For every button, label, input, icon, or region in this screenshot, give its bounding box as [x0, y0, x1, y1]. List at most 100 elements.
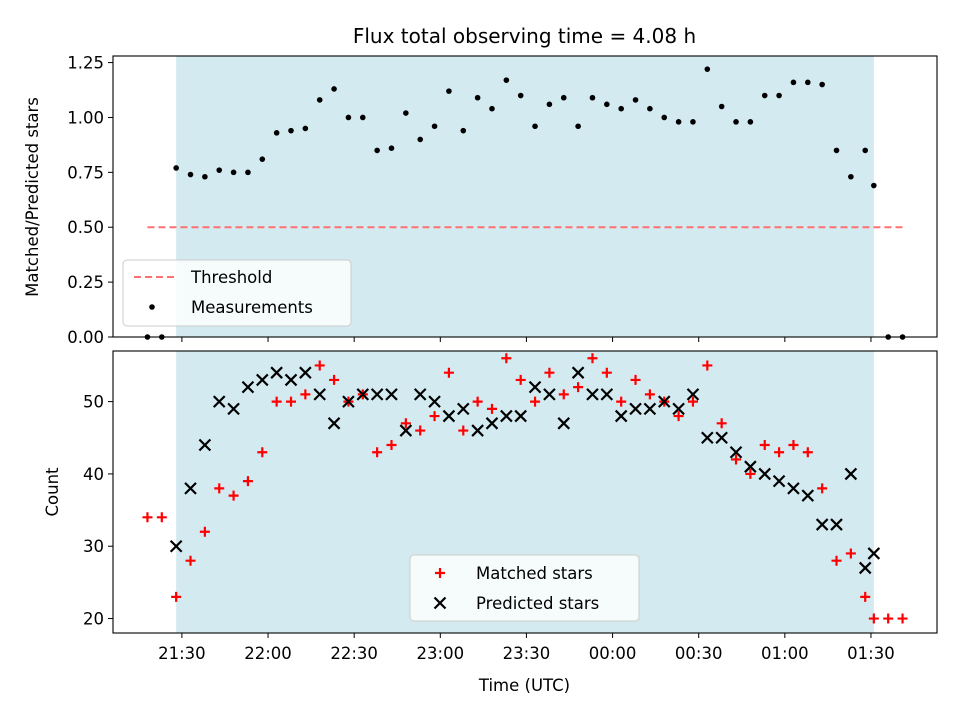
predicted-star-point — [299, 366, 312, 379]
measurement-point — [259, 156, 266, 162]
ratio-axes: 0.00 0.25 0.50 0.75 1.00 1.25 Matched/Predict… — [23, 54, 938, 347]
matched-star-point — [860, 591, 871, 602]
ratio-y-tick-label: 0.75 — [67, 163, 104, 182]
predicted-star-point — [500, 409, 513, 423]
predicted-star-point — [284, 373, 298, 387]
x-tick-label: 00:30 — [675, 644, 723, 663]
matched-star-point — [142, 512, 153, 523]
count-y-ticks: 20 30 40 50 — [83, 393, 113, 629]
measurement-point — [216, 167, 223, 173]
predicted-star-point — [485, 417, 499, 430]
predicted-star-point — [744, 460, 757, 473]
matched-star-point — [774, 447, 785, 458]
predicted-star-point — [342, 395, 355, 408]
matched-star-point — [558, 389, 569, 400]
matched-star-point — [845, 548, 856, 559]
measurement-point — [833, 147, 840, 154]
predicted-star-point — [729, 445, 743, 459]
measurement-point — [575, 123, 581, 130]
matched-star-point — [687, 396, 698, 407]
measurement-point — [273, 130, 280, 136]
measurement-point — [446, 88, 452, 94]
matched-star-point — [616, 396, 627, 407]
measurement-point — [288, 127, 294, 134]
count-y-axis-label: Count — [43, 467, 62, 517]
matched-star-point — [329, 374, 340, 385]
matched-star-point — [530, 396, 541, 407]
predicted-star-point — [787, 482, 800, 495]
matched-star-point — [544, 367, 555, 378]
count-y-tick-label: 20 — [83, 610, 104, 629]
predicted-star-point — [867, 547, 881, 560]
matched-star-point — [372, 447, 383, 458]
predicted-star-point — [557, 417, 571, 430]
measurement-point — [675, 119, 682, 125]
matched-star-point — [702, 360, 713, 371]
predicted-star-point — [657, 395, 671, 408]
measurement-point — [359, 114, 366, 121]
x-tick-label: 22:30 — [330, 644, 378, 663]
ratio-y-axis-label: Matched/Predicted stars — [23, 97, 42, 297]
measurement-point — [230, 169, 237, 176]
predicted-star-point — [198, 438, 212, 452]
matched-star-point — [745, 468, 756, 479]
matched-star-point — [630, 374, 641, 385]
x-tick-label: 01:00 — [761, 644, 809, 663]
matched-star-point — [868, 613, 879, 624]
count-legend: Matched stars Predicted stars — [409, 554, 640, 622]
matched-star-point — [759, 440, 770, 450]
predicted-star-point — [270, 366, 283, 379]
matched-star-point — [716, 418, 727, 429]
measurement-point — [302, 125, 309, 132]
measurement-point — [374, 147, 380, 154]
x-axis-label: Time (UTC) — [478, 676, 570, 695]
measurement-point — [690, 119, 696, 125]
ratio-legend: Threshold Measurements — [122, 259, 352, 327]
matched-star-point — [429, 411, 440, 422]
measurement-point — [661, 114, 668, 121]
predicted-star-point — [399, 424, 413, 437]
measurement-point — [704, 66, 711, 72]
x-tick-label: 23:00 — [417, 644, 465, 663]
predicted-star-point — [600, 388, 614, 401]
predicted-star-point — [586, 388, 599, 401]
measurement-point — [187, 171, 194, 178]
measurement-point — [733, 119, 739, 125]
matched-star-point — [788, 440, 799, 450]
predicted-stars-legend-label: Predicted stars — [476, 594, 599, 613]
matched-star-point — [386, 440, 397, 450]
predicted-star-point — [385, 388, 398, 401]
predicted-star-point — [256, 373, 269, 387]
ratio-x-ticks — [181, 337, 872, 342]
measurement-point — [805, 79, 811, 86]
matched-star-point — [486, 403, 497, 414]
predicted-star-point — [801, 489, 815, 502]
x-tick-label: 01:30 — [847, 644, 895, 663]
x-tick-label: 00:00 — [589, 644, 637, 663]
measurement-point — [718, 103, 725, 110]
x-tick-label: 21:30 — [158, 644, 206, 663]
measurement-point — [489, 105, 495, 112]
measurement-point — [862, 147, 869, 154]
predicted-star-point — [442, 409, 456, 423]
threshold-legend-label: Threshold — [190, 268, 272, 287]
matched-star-point — [314, 360, 325, 371]
predicted-star-point — [456, 402, 470, 416]
measurement-point — [790, 79, 797, 86]
matched-stars-legend-swatch — [435, 568, 445, 578]
measurement-point — [848, 173, 854, 180]
measurement-point — [316, 97, 323, 103]
matched-star-point — [156, 512, 167, 523]
measurement-point — [632, 97, 639, 103]
measurement-point — [417, 136, 424, 143]
measurement-point — [618, 105, 624, 112]
count-y-tick-label: 50 — [83, 393, 104, 412]
count-y-tick-label: 30 — [83, 537, 104, 556]
measurement-point — [589, 94, 596, 101]
matched-star-point — [228, 490, 239, 501]
predicted-star-point — [830, 518, 843, 531]
measurement-point — [546, 101, 553, 108]
ratio-y-tick-label: 1.25 — [67, 54, 104, 73]
predicted-star-point — [629, 402, 642, 416]
